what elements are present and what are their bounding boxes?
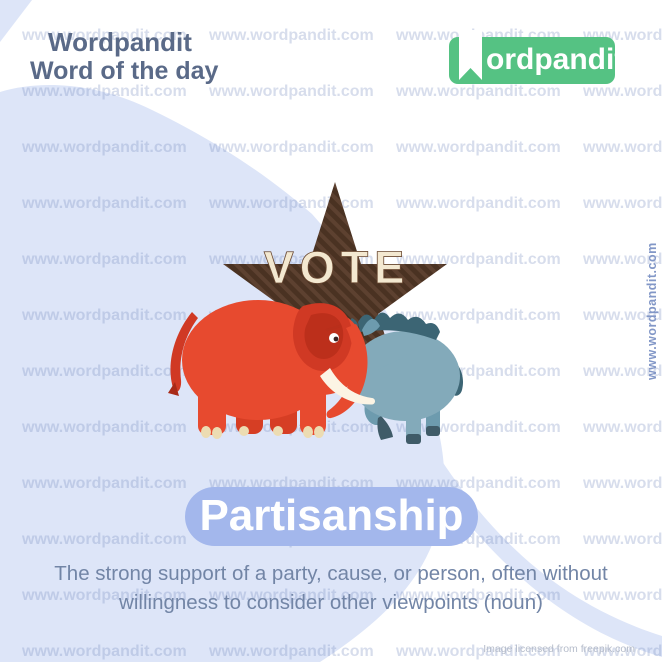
- header: Wordpandit Word of the day: [30, 27, 218, 86]
- word-text: Partisanship: [199, 491, 464, 540]
- donkey-illustration: [343, 312, 464, 444]
- definition-line-1: The strong support of a party, cause, or…: [54, 562, 608, 585]
- brand-title: Wordpandit: [48, 27, 192, 57]
- star-shape: [223, 182, 447, 395]
- bookmark-ribbon-icon: [459, 30, 482, 80]
- brand-tagline: Word of the day: [30, 57, 219, 85]
- vote-label: VOTE: [264, 242, 411, 293]
- definition-line-2: willingness to consider other viewpoints…: [119, 591, 543, 614]
- elephant-illustration: [168, 300, 375, 439]
- background-corner-triangle: [0, 0, 32, 42]
- definition-text: The strong support of a party, cause, or…: [0, 559, 662, 617]
- word-pill: Partisanship: [185, 487, 478, 546]
- freepik-attribution: Image licensed from freepik.com: [483, 643, 635, 655]
- logo-text: ordpandit: [486, 43, 625, 76]
- wordpandit-logo-badge: ordpandit: [449, 30, 624, 84]
- background-ribbon: [427, 452, 662, 657]
